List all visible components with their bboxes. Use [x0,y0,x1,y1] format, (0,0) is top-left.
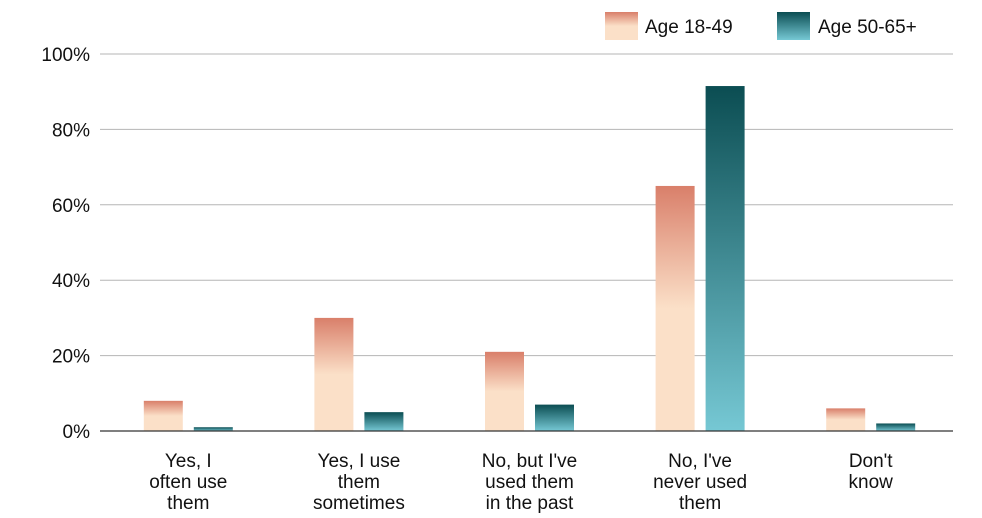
bar-age-50-65-3 [705,86,745,432]
bar-age-18-49-3 [655,185,695,431]
x-category-label-line: Yes, I [165,451,212,472]
x-category-label-line: know [849,472,894,493]
x-category-label-line: them [679,493,721,514]
bar-age-18-49-4 [826,408,866,431]
x-category-label-line: sometimes [313,493,405,514]
x-category-label: No, I've never used them [653,451,747,514]
x-category-label-line: No, I've [668,451,732,472]
x-category-label-line: often use [149,472,227,493]
y-tick-label: 80% [52,120,90,141]
x-category-label: Don't know [849,451,894,493]
bar-age-50-65-1 [364,412,404,431]
x-category-label-line: never used [653,472,747,493]
legend: Age 18-49 Age 50-65+ [605,12,917,40]
x-category-label-line: used them [485,472,574,493]
bar-age-18-49-2 [485,351,524,431]
x-category-label-line: Yes, I use [318,451,401,472]
legend-swatch-age-50-65 [777,12,810,40]
legend-label-age-50-65: Age 50-65+ [818,17,917,38]
x-category-label-line: No, but I've [482,451,578,472]
bar-age-50-65-0 [193,427,233,431]
legend-label-age-18-49: Age 18-49 [645,17,733,38]
x-category-label-line: them [338,472,380,493]
x-category-label-line: Don't [849,451,893,472]
legend-swatch-age-18-49 [605,12,638,40]
y-axis-tick-labels: 0% 20% 40% 60% 80% 100% [41,45,90,443]
y-tick-label: 100% [41,45,90,66]
x-category-label-line: them [167,493,209,514]
bar-age-18-49-1 [314,317,354,431]
bar-age-50-65-4 [876,423,916,431]
x-category-label: No, but I've used them in the past [482,451,578,514]
bar-age-18-49-0 [143,400,183,431]
y-tick-label: 60% [52,196,90,217]
y-tick-label: 40% [52,271,90,292]
x-category-label-line: in the past [486,493,574,514]
y-tick-label: 0% [63,422,91,443]
bars [143,86,916,432]
gridlines [100,53,953,357]
bar-age-50-65-2 [535,404,574,431]
x-category-label: Yes, I use them sometimes [313,451,405,514]
y-tick-label: 20% [52,347,90,368]
